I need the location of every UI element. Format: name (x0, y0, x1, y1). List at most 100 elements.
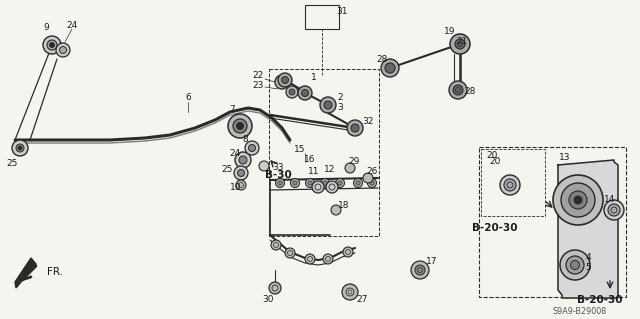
Circle shape (560, 250, 590, 280)
Circle shape (16, 144, 24, 152)
Circle shape (271, 240, 281, 250)
Circle shape (604, 200, 624, 220)
Circle shape (381, 59, 399, 77)
Circle shape (285, 248, 295, 258)
Circle shape (324, 101, 332, 109)
Circle shape (308, 181, 312, 185)
Circle shape (245, 141, 259, 155)
Circle shape (282, 77, 289, 84)
Circle shape (43, 36, 61, 54)
Text: 15: 15 (294, 145, 306, 154)
Text: 4: 4 (585, 254, 591, 263)
Circle shape (237, 122, 243, 130)
Text: 24: 24 (229, 149, 241, 158)
Text: 18: 18 (339, 201, 349, 210)
Circle shape (367, 179, 376, 188)
Text: 23: 23 (252, 81, 264, 91)
Circle shape (370, 181, 374, 185)
Circle shape (570, 261, 579, 270)
Circle shape (301, 90, 308, 97)
Text: 14: 14 (604, 196, 616, 204)
Circle shape (608, 204, 620, 216)
Circle shape (298, 86, 312, 100)
Text: 29: 29 (348, 158, 360, 167)
Circle shape (291, 179, 300, 188)
Circle shape (56, 43, 70, 57)
Text: 28: 28 (376, 56, 388, 64)
Circle shape (411, 261, 429, 279)
Text: 2: 2 (337, 93, 343, 102)
Circle shape (347, 120, 363, 136)
Text: 16: 16 (304, 155, 316, 165)
Circle shape (385, 63, 395, 73)
Circle shape (345, 163, 355, 173)
Text: 10: 10 (230, 183, 242, 192)
Text: 21: 21 (456, 38, 468, 47)
Circle shape (574, 196, 582, 204)
Circle shape (278, 73, 292, 87)
Circle shape (566, 256, 584, 274)
Circle shape (326, 181, 338, 193)
Circle shape (338, 181, 342, 185)
Ellipse shape (311, 9, 333, 23)
Circle shape (343, 247, 353, 257)
Text: 26: 26 (366, 167, 378, 176)
Circle shape (228, 114, 252, 138)
Text: FR.: FR. (47, 267, 63, 277)
Text: 25: 25 (6, 159, 18, 167)
Text: 1: 1 (311, 73, 317, 83)
Circle shape (323, 254, 333, 264)
Text: 17: 17 (426, 257, 438, 266)
Circle shape (351, 124, 359, 132)
Circle shape (289, 89, 295, 95)
Text: 22: 22 (252, 71, 264, 80)
Circle shape (269, 282, 281, 294)
Text: B-30: B-30 (264, 170, 291, 180)
Circle shape (47, 40, 57, 50)
Circle shape (553, 175, 603, 225)
Circle shape (331, 205, 341, 215)
FancyBboxPatch shape (305, 5, 339, 29)
Circle shape (278, 78, 285, 85)
Text: 32: 32 (362, 117, 374, 127)
Circle shape (233, 119, 247, 133)
Circle shape (561, 183, 595, 217)
Circle shape (305, 254, 315, 264)
Circle shape (455, 39, 465, 49)
Circle shape (18, 146, 22, 150)
Circle shape (239, 156, 247, 164)
Text: 8: 8 (242, 136, 248, 145)
Text: 30: 30 (262, 295, 274, 305)
Text: 12: 12 (324, 166, 336, 174)
Text: 5: 5 (585, 263, 591, 272)
Circle shape (275, 75, 289, 89)
Circle shape (234, 166, 248, 180)
Circle shape (236, 180, 246, 190)
Text: 24: 24 (67, 20, 77, 29)
Ellipse shape (315, 11, 329, 20)
Text: 3: 3 (337, 103, 343, 113)
Circle shape (323, 181, 327, 185)
Polygon shape (558, 160, 618, 298)
Text: 11: 11 (308, 167, 320, 176)
Text: 20: 20 (486, 151, 498, 160)
Text: 6: 6 (185, 93, 191, 102)
Circle shape (235, 152, 251, 168)
Circle shape (320, 97, 336, 113)
Circle shape (453, 85, 463, 95)
Circle shape (356, 181, 360, 185)
Text: 9: 9 (43, 24, 49, 33)
Circle shape (305, 179, 314, 188)
Text: B-20-30: B-20-30 (577, 295, 623, 305)
Circle shape (293, 181, 297, 185)
Text: 31: 31 (336, 6, 348, 16)
Circle shape (415, 265, 425, 275)
Circle shape (569, 191, 587, 209)
Circle shape (237, 169, 244, 176)
Text: 19: 19 (444, 27, 456, 36)
Text: 27: 27 (356, 295, 368, 305)
Circle shape (49, 42, 54, 48)
Circle shape (286, 86, 298, 98)
Circle shape (248, 145, 255, 152)
Circle shape (259, 161, 269, 171)
